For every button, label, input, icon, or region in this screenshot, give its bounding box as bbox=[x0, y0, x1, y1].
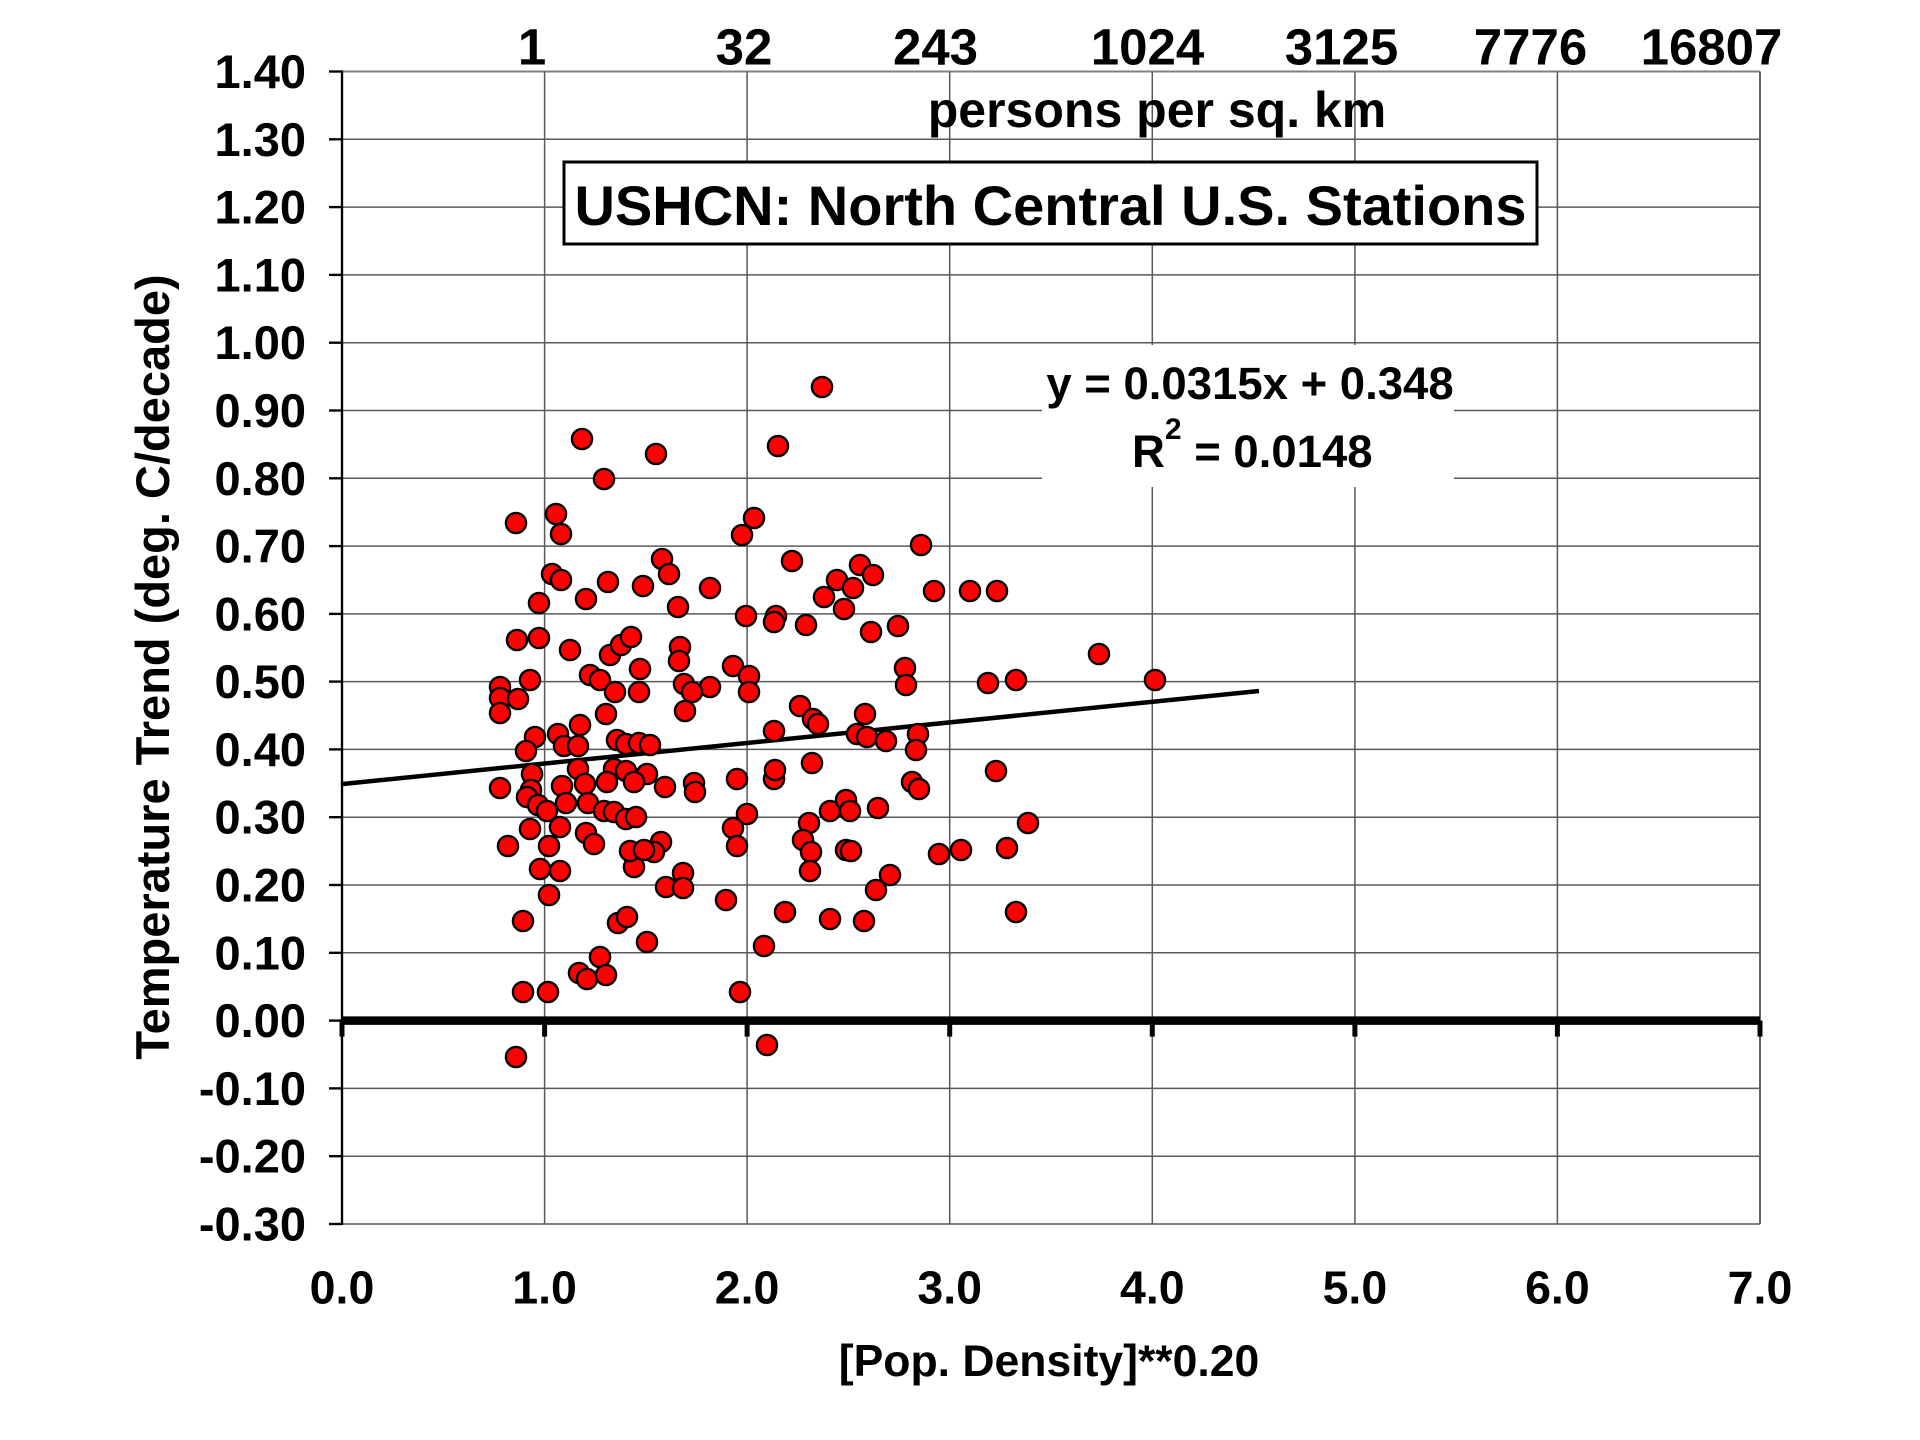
svg-text:-0.10: -0.10 bbox=[199, 1062, 306, 1115]
svg-text:1024: 1024 bbox=[1091, 19, 1205, 76]
svg-text:0.30: 0.30 bbox=[215, 791, 306, 844]
svg-text:0.50: 0.50 bbox=[215, 655, 306, 708]
svg-text:0.00: 0.00 bbox=[215, 994, 306, 1047]
svg-text:0.90: 0.90 bbox=[215, 384, 306, 437]
svg-text:-0.30: -0.30 bbox=[199, 1198, 306, 1251]
svg-text:1.20: 1.20 bbox=[215, 181, 306, 234]
svg-text:7776: 7776 bbox=[1474, 19, 1587, 76]
svg-text:1.30: 1.30 bbox=[215, 113, 306, 166]
svg-text:4.0: 4.0 bbox=[1120, 1262, 1185, 1314]
svg-text:1.10: 1.10 bbox=[215, 248, 306, 301]
svg-text:5.0: 5.0 bbox=[1323, 1262, 1388, 1314]
svg-text:6.0: 6.0 bbox=[1525, 1262, 1590, 1314]
svg-text:2.0: 2.0 bbox=[715, 1262, 780, 1314]
svg-text:[Pop. Density]**0.20: [Pop. Density]**0.20 bbox=[839, 1337, 1259, 1386]
svg-text:0.80: 0.80 bbox=[215, 452, 306, 505]
svg-text:USHCN: North Central U.S. Stat: USHCN: North Central U.S. Stations bbox=[574, 174, 1526, 237]
svg-text:243: 243 bbox=[893, 19, 978, 76]
svg-text:0.0: 0.0 bbox=[310, 1262, 375, 1314]
svg-text:0.60: 0.60 bbox=[215, 587, 306, 640]
svg-text:y = 0.0315x + 0.348: y = 0.0315x + 0.348 bbox=[1046, 358, 1453, 409]
svg-text:3.0: 3.0 bbox=[917, 1262, 982, 1314]
svg-text:1.40: 1.40 bbox=[215, 45, 306, 98]
svg-text:-0.20: -0.20 bbox=[199, 1130, 306, 1183]
svg-text:0.10: 0.10 bbox=[215, 926, 306, 979]
svg-text:32: 32 bbox=[716, 19, 773, 76]
svg-text:1.00: 1.00 bbox=[215, 316, 306, 369]
svg-text:0.40: 0.40 bbox=[215, 723, 306, 776]
svg-text:16807: 16807 bbox=[1641, 19, 1783, 76]
svg-text:0.20: 0.20 bbox=[215, 859, 306, 912]
svg-text:0.70: 0.70 bbox=[215, 520, 306, 573]
svg-text:1: 1 bbox=[518, 19, 546, 76]
svg-text:3125: 3125 bbox=[1285, 19, 1398, 76]
svg-text:persons per sq. km: persons per sq. km bbox=[928, 82, 1387, 138]
svg-text:1.0: 1.0 bbox=[512, 1262, 577, 1314]
svg-text:Temperature Trend (deg. C/deca: Temperature Trend (deg. C/decade) bbox=[126, 274, 179, 1059]
svg-text:7.0: 7.0 bbox=[1728, 1262, 1793, 1314]
